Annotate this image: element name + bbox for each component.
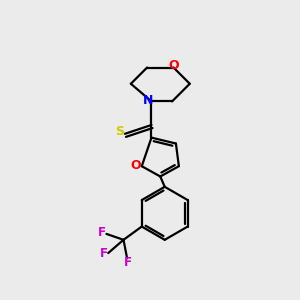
Text: F: F xyxy=(100,247,108,260)
Text: O: O xyxy=(169,59,179,72)
Text: O: O xyxy=(130,158,141,172)
Text: S: S xyxy=(115,125,124,138)
Text: F: F xyxy=(98,226,106,238)
Text: F: F xyxy=(124,256,132,269)
Text: N: N xyxy=(143,94,153,107)
